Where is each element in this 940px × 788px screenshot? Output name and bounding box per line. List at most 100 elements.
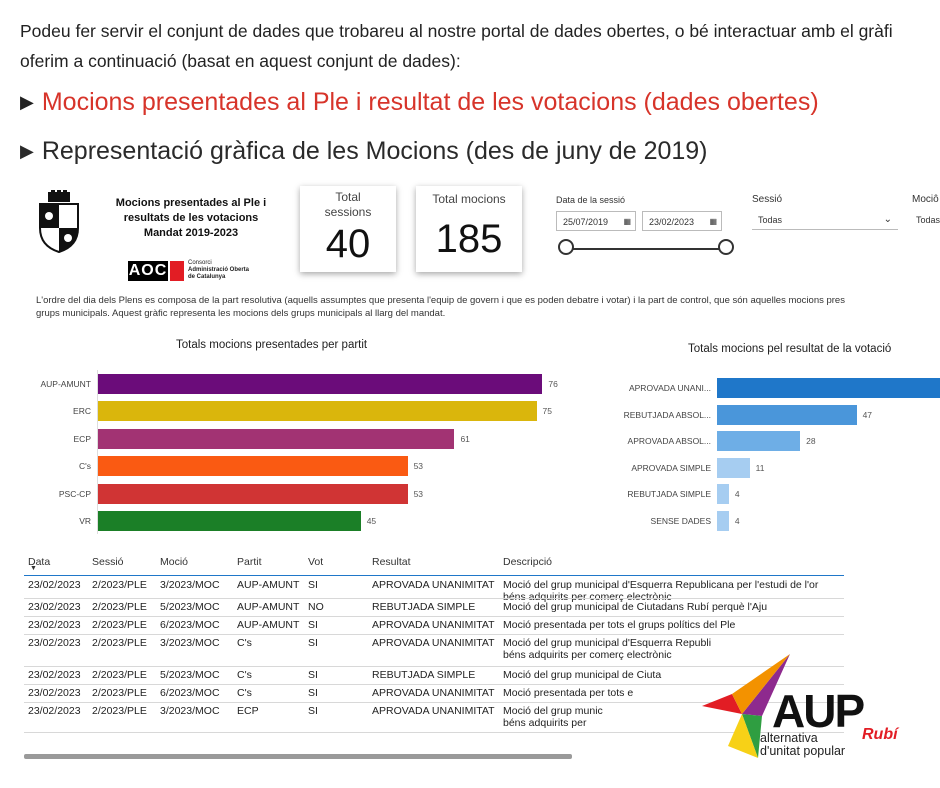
party-bar[interactable] <box>97 483 408 504</box>
session-dropdown[interactable]: Todas ⌄ <box>752 210 898 230</box>
party-bar[interactable] <box>97 511 361 531</box>
table-row-divider <box>24 684 844 685</box>
result-bar-value: 47 <box>862 409 873 420</box>
party-bar-value: 53 <box>413 461 424 472</box>
table-row-divider <box>24 702 844 703</box>
date-to-input[interactable]: 23/02/2023 ▦ <box>642 211 722 231</box>
report-title-line-2: resultats de les votacions <box>123 212 259 224</box>
result-bar[interactable] <box>717 431 801 452</box>
intro-line-1: Podeu fer servir el conjunt de dades que… <box>20 21 893 41</box>
result-bar[interactable] <box>717 511 729 531</box>
aoc-logo-mark <box>170 260 184 281</box>
result-bar[interactable] <box>717 404 857 425</box>
aup-subtitle-line-1: alternativa <box>760 731 818 745</box>
report-description-line-1: L'ordre del dia dels Plens es composa de… <box>36 295 845 306</box>
party-bar[interactable] <box>97 456 408 477</box>
open-data-link[interactable]: ▶ Mocions presentades al Ple i resultat d… <box>20 88 819 117</box>
table-cell: REBUTJADA SIMPLE <box>372 669 476 681</box>
aoc-text-line-3: de Catalunya <box>188 274 226 280</box>
report-description: L'ordre del dia dels Plens es composa de… <box>36 294 940 320</box>
party-bar-value: 75 <box>542 406 552 417</box>
mocio-filter-label: Mociô <box>912 194 939 205</box>
result-bar[interactable] <box>717 484 729 505</box>
open-data-link-text[interactable]: Mocions presentades al Ple i resultat de… <box>41 88 819 116</box>
report-description-line-2: grups municipals. Aquest gràfic represen… <box>36 308 446 319</box>
table-cell: Moció presentada per tots el grups polít… <box>503 619 736 631</box>
table-cell: AUP-AMUNT <box>237 601 300 613</box>
date-slider-track[interactable] <box>566 248 728 250</box>
session-filter-label: Sessió <box>752 194 783 205</box>
table-cell: AUP-AMUNT <box>237 579 300 591</box>
party-bar-value: 76 <box>548 379 558 389</box>
mocio-dropdown[interactable]: Todas <box>910 210 940 230</box>
table-cell: Moció del grup munic <box>503 705 603 717</box>
table-cell: 3/2023/MOC <box>160 579 220 591</box>
table-header-cell[interactable]: Data <box>28 556 51 568</box>
report-title: Mocions presentades al Ple i resultats d… <box>96 196 286 241</box>
total-mocions-label: Total mocions <box>432 192 506 206</box>
total-mocions-value: 185 <box>435 217 503 261</box>
date-to-value: 23/02/2023 <box>649 217 695 227</box>
table-header-cell[interactable]: Partit <box>237 556 262 568</box>
table-cell: 23/02/2023 <box>28 705 81 717</box>
table-header-cell[interactable]: Descripció <box>503 556 553 568</box>
result-bar[interactable] <box>717 457 750 478</box>
table-cell: Moció presentada per tots e <box>503 687 634 699</box>
date-from-input[interactable]: 25/07/2019 ▦ <box>556 211 636 231</box>
table-cell: REBUTJADA SIMPLE <box>372 601 476 613</box>
table-header-cell[interactable]: Sessió <box>92 556 124 568</box>
party-axis-line <box>97 370 98 535</box>
graphic-heading-text: Representació gràfica de les Mocions (de… <box>41 137 708 165</box>
table-header-cell[interactable]: Resultat <box>372 556 411 568</box>
table-header-cell[interactable]: Vot <box>308 556 324 568</box>
table-cell: 5/2023/MOC <box>160 601 220 613</box>
session-dropdown-value: Todas <box>758 215 783 225</box>
calendar-icon[interactable]: ▦ <box>623 217 631 226</box>
table-cell: 23/02/2023 <box>28 687 81 699</box>
date-slider-end-handle[interactable] <box>718 239 734 255</box>
table-cell: Moció del grup municipal d'Esquerra Repu… <box>503 579 819 591</box>
party-bar[interactable] <box>97 374 543 394</box>
result-bar-value: 4 <box>734 516 740 526</box>
aup-name: AUP <box>772 685 865 737</box>
table-cell: 2/2023/PLE <box>92 637 147 649</box>
table-cell: APROVADA UNANIMITAT <box>372 637 495 649</box>
chevron-down-icon[interactable]: ⌄ <box>883 214 892 225</box>
table-header-cell[interactable]: Moció <box>160 556 189 568</box>
total-sessions-card: Total sessions 40 <box>300 186 396 272</box>
table-cell: APROVADA UNANIMITAT <box>372 619 495 631</box>
table-row-divider <box>24 666 844 667</box>
report-title-line-1: Mocions presentades al Ple i <box>115 197 267 209</box>
party-bar-label: ERC <box>73 406 91 417</box>
date-filter-label: Data de la sessió <box>556 195 626 205</box>
party-bar[interactable] <box>97 428 455 449</box>
triangle-bullet-icon: ▶ <box>20 141 34 161</box>
table-cell: 2/2023/PLE <box>92 669 147 681</box>
table-cell: C's <box>237 687 252 699</box>
aup-city: Rubí <box>862 726 898 743</box>
aup-logo: AUP Rubí alternativa d'unitat popular <box>702 654 912 764</box>
result-bar[interactable] <box>717 378 940 398</box>
report-title-line-3: Mandat 2019-2023 <box>143 227 239 239</box>
party-bar[interactable] <box>97 401 537 422</box>
table-cell: NO <box>308 601 324 613</box>
table-cell-wrap: béns adquirits per <box>503 717 587 729</box>
table-horizontal-scrollbar[interactable] <box>24 754 572 759</box>
calendar-icon[interactable]: ▦ <box>709 217 717 226</box>
table-cell: APROVADA UNANIMITAT <box>372 579 495 591</box>
table-cell: 23/02/2023 <box>28 601 81 613</box>
party-bar-label: VR <box>79 516 91 526</box>
aup-subtitle-line-2: d'unitat popular <box>760 744 846 758</box>
table-cell: 3/2023/MOC <box>160 637 220 649</box>
party-bar-value: 53 <box>413 488 424 499</box>
party-bar-label: ECP <box>73 433 91 444</box>
total-sessions-value: 40 <box>325 222 371 266</box>
party-bar-label: AUP-AMUNT <box>40 379 91 389</box>
table-cell: 2/2023/PLE <box>92 601 147 613</box>
date-slider-start-handle[interactable] <box>558 239 574 255</box>
municipal-shield-icon <box>39 190 79 254</box>
sort-desc-icon[interactable]: ▼ <box>30 565 37 572</box>
table-cell: C's <box>237 669 252 681</box>
table-cell: 23/02/2023 <box>28 669 81 681</box>
result-bar-label: APROVADA ABSOL... <box>627 436 711 447</box>
